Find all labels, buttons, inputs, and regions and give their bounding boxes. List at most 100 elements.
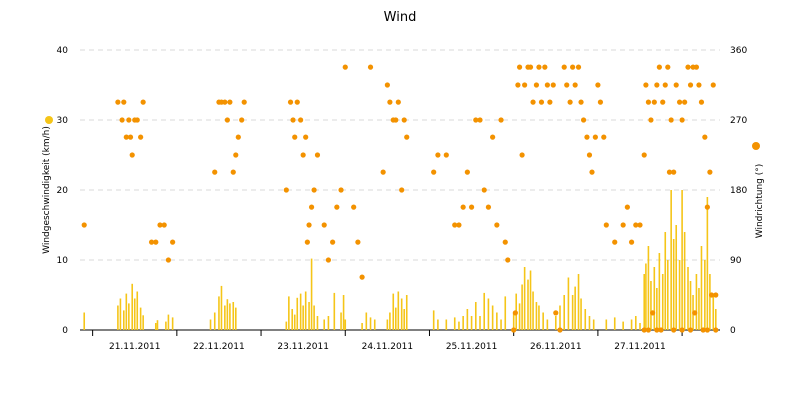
direction-point xyxy=(170,239,176,245)
direction-point xyxy=(490,134,496,140)
direction-point xyxy=(572,82,578,88)
direction-point xyxy=(473,117,479,123)
x-tick-label: 24.11.2011 xyxy=(362,342,414,352)
speed-bar xyxy=(474,302,477,330)
speed-bar xyxy=(681,190,683,330)
speed-bar xyxy=(577,274,580,330)
direction-point xyxy=(633,222,639,228)
speed-bar xyxy=(462,316,464,330)
direction-point xyxy=(367,64,374,70)
speed-bar xyxy=(133,298,136,330)
speed-bar xyxy=(232,302,235,330)
direction-point xyxy=(227,99,233,105)
speed-bar xyxy=(672,239,675,330)
direction-point xyxy=(395,99,401,105)
direction-point xyxy=(303,134,309,140)
speed-bar xyxy=(574,286,576,330)
speed-bar xyxy=(365,312,368,330)
direction-point xyxy=(533,82,540,88)
speed-bar xyxy=(504,296,507,330)
left-tick-label: 10 xyxy=(57,256,69,266)
speed-bar xyxy=(588,316,591,330)
speed-bar xyxy=(532,291,534,330)
direction-point xyxy=(393,117,399,123)
direction-point xyxy=(687,82,694,88)
direction-point xyxy=(290,117,296,123)
direction-point xyxy=(580,117,587,123)
direction-point xyxy=(121,99,127,105)
speed-bars xyxy=(83,190,717,330)
direction-point xyxy=(230,169,236,175)
speed-bar xyxy=(643,274,646,330)
speed-bar xyxy=(653,267,656,330)
direction-point xyxy=(671,169,677,175)
direction-point xyxy=(460,204,466,210)
speed-bar xyxy=(639,323,641,330)
speed-bar xyxy=(571,295,574,330)
x-tick-label: 23.11.2011 xyxy=(277,342,329,352)
direction-point xyxy=(620,222,626,228)
speed-bar xyxy=(445,319,448,330)
speed-bar xyxy=(128,303,130,330)
direction-point xyxy=(494,222,500,228)
speed-bar xyxy=(687,267,689,330)
direction-point xyxy=(126,117,132,123)
direction-point xyxy=(81,222,87,228)
direction-point xyxy=(464,169,470,175)
direction-point xyxy=(708,292,715,298)
speed-bar xyxy=(535,302,538,330)
right-legend-marker xyxy=(752,142,760,150)
direction-point xyxy=(522,82,528,88)
direction-point xyxy=(298,117,304,123)
speed-bar xyxy=(563,295,566,330)
speed-bar xyxy=(293,314,296,330)
speed-bar xyxy=(156,320,159,330)
x-tick-label: 21.11.2011 xyxy=(109,342,161,352)
direction-point xyxy=(212,169,218,175)
direction-point xyxy=(710,82,716,88)
speed-bar xyxy=(308,302,310,330)
speed-bar xyxy=(342,295,345,330)
direction-point xyxy=(679,327,685,333)
direction-point xyxy=(148,239,155,245)
direction-point xyxy=(665,64,671,70)
direction-point xyxy=(666,169,673,175)
speed-bar xyxy=(712,295,715,330)
direction-point xyxy=(570,64,576,70)
direction-point xyxy=(643,82,649,88)
direction-point xyxy=(308,204,315,210)
direction-point xyxy=(342,64,348,70)
speed-bar xyxy=(538,305,540,330)
speed-bar xyxy=(165,321,167,330)
speed-bar xyxy=(645,263,647,330)
direction-point xyxy=(153,239,159,245)
speed-bar xyxy=(340,312,342,330)
speed-bar xyxy=(529,270,532,330)
speed-bar xyxy=(291,309,294,330)
direction-point xyxy=(713,327,719,333)
speed-bar xyxy=(304,291,307,330)
direction-point xyxy=(239,117,245,123)
direction-point xyxy=(516,64,523,70)
direction-point xyxy=(481,187,487,193)
speed-bar xyxy=(523,267,526,330)
direction-point xyxy=(224,117,230,123)
speed-bar xyxy=(316,316,319,330)
speed-bar xyxy=(154,323,157,330)
speed-bar xyxy=(83,312,86,330)
speed-bar xyxy=(622,321,624,330)
direction-point xyxy=(676,99,683,105)
direction-point xyxy=(567,99,573,105)
speed-bar xyxy=(437,319,439,330)
speed-bar xyxy=(167,314,170,330)
direction-point xyxy=(612,239,618,245)
speed-bar xyxy=(400,298,403,330)
speed-bar xyxy=(226,299,229,330)
speed-bar xyxy=(704,260,706,330)
speed-bar xyxy=(592,319,595,330)
direction-point xyxy=(685,64,691,70)
direction-point xyxy=(119,117,125,123)
speed-bar xyxy=(479,316,481,330)
x-tick-label: 22.11.2011 xyxy=(193,342,245,352)
speed-bar xyxy=(296,297,299,330)
